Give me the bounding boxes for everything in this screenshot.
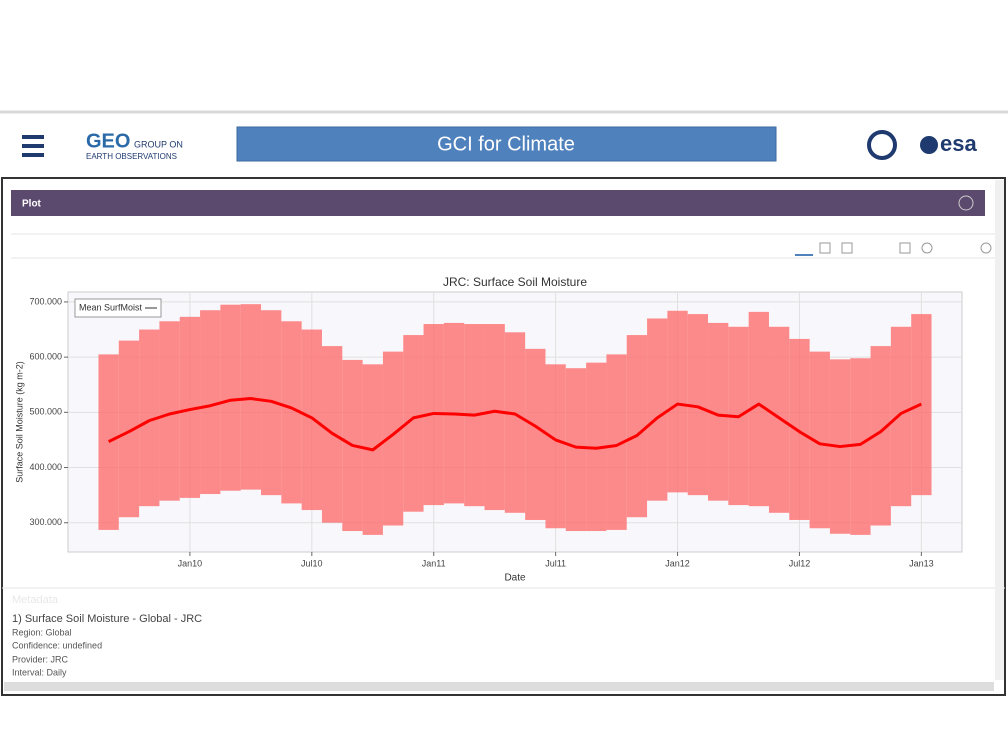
x-tick-label: Jul10	[301, 558, 323, 568]
close-button[interactable]	[958, 195, 974, 211]
tool-reset[interactable]	[921, 242, 933, 254]
range-band	[382, 351, 404, 526]
y-tick-label: 300.000	[29, 517, 62, 527]
range-band	[870, 346, 891, 526]
meta-field: Region: Global	[12, 627, 72, 637]
range-band	[545, 364, 566, 529]
range-band	[708, 322, 729, 501]
x-tick-label: Jul11	[545, 558, 566, 568]
chart: 300.000 400.000 500.000 600.000 700.000 Jan10…	[14, 275, 962, 584]
x-tick-label: Jan13	[909, 558, 934, 568]
range-band	[647, 318, 668, 501]
range-band	[159, 321, 180, 501]
panel-header	[11, 190, 985, 216]
range-band	[525, 348, 546, 520]
toolbar	[819, 242, 992, 254]
x-axis-label: Date	[504, 573, 526, 584]
meta-field: Interval: Daily	[12, 667, 67, 677]
range-band	[98, 354, 119, 530]
range-band	[504, 332, 526, 513]
range-band	[484, 324, 505, 511]
meta-field: Provider: JRC	[12, 654, 69, 664]
range-band	[768, 326, 790, 513]
range-band	[809, 351, 830, 529]
partner-logo	[867, 130, 897, 160]
range-band	[301, 329, 322, 511]
menu-bar	[22, 153, 44, 157]
range-band	[850, 358, 871, 535]
range-band	[890, 326, 912, 507]
range-band	[139, 329, 160, 507]
org-name: GROUP ON	[134, 139, 183, 149]
range-band	[626, 335, 648, 518]
range-band	[403, 335, 424, 512]
range-band	[200, 310, 221, 495]
y-axis-label: Surface Soil Moisture (kg m-2)	[14, 361, 24, 483]
meta-heading: Metadata	[12, 594, 59, 606]
x-tick-label: Jul12	[789, 558, 811, 568]
legend-label: Mean SurfMoist	[79, 302, 143, 312]
y-tick-label: 700.000	[29, 296, 62, 306]
x-tick-label: Jan10	[178, 558, 203, 568]
scrollbar-v[interactable]	[995, 180, 1004, 680]
range-band	[667, 310, 688, 493]
banner	[236, 126, 777, 162]
x-tick-label: Jan12	[665, 558, 690, 568]
scrollbar[interactable]	[4, 682, 994, 691]
geo-logo: GEO	[86, 130, 130, 152]
esa-mark	[920, 136, 938, 154]
banner-title: GCI for Climate	[437, 133, 575, 155]
tool-save[interactable]	[899, 242, 911, 254]
partner-name: esa	[940, 131, 977, 156]
range-band	[281, 321, 302, 504]
menu-bar	[22, 144, 44, 148]
range-band	[748, 311, 769, 507]
mean-line	[107, 397, 922, 452]
meta-item: 1) Surface Soil Moisture - Global - JRC	[12, 613, 202, 625]
y-tick-label: 400.000	[29, 462, 62, 472]
range-band	[240, 304, 262, 490]
chart-title: JRC: Surface Soil Moisture	[443, 275, 587, 289]
org-name: EARTH OBSERVATIONS	[86, 152, 177, 161]
panel-title: Plot	[22, 199, 42, 210]
range-band	[565, 368, 587, 532]
range-band	[606, 354, 627, 530]
range-band	[687, 314, 709, 496]
tool-help[interactable]	[980, 242, 992, 254]
menu-bar	[22, 135, 44, 139]
range-band	[118, 340, 140, 518]
y-tick-label: 600.000	[29, 352, 62, 362]
meta-field: Confidence: undefined	[12, 640, 102, 650]
range-band	[179, 316, 201, 498]
tool-zoom[interactable]	[819, 242, 831, 254]
range-band	[789, 338, 810, 520]
menu-icon[interactable]	[22, 135, 44, 157]
legend-box	[74, 298, 162, 318]
x-tick-label: Jan11	[422, 558, 446, 568]
y-tick-label: 500.000	[29, 407, 62, 417]
range-band	[220, 304, 241, 491]
tool-box[interactable]	[841, 242, 853, 254]
